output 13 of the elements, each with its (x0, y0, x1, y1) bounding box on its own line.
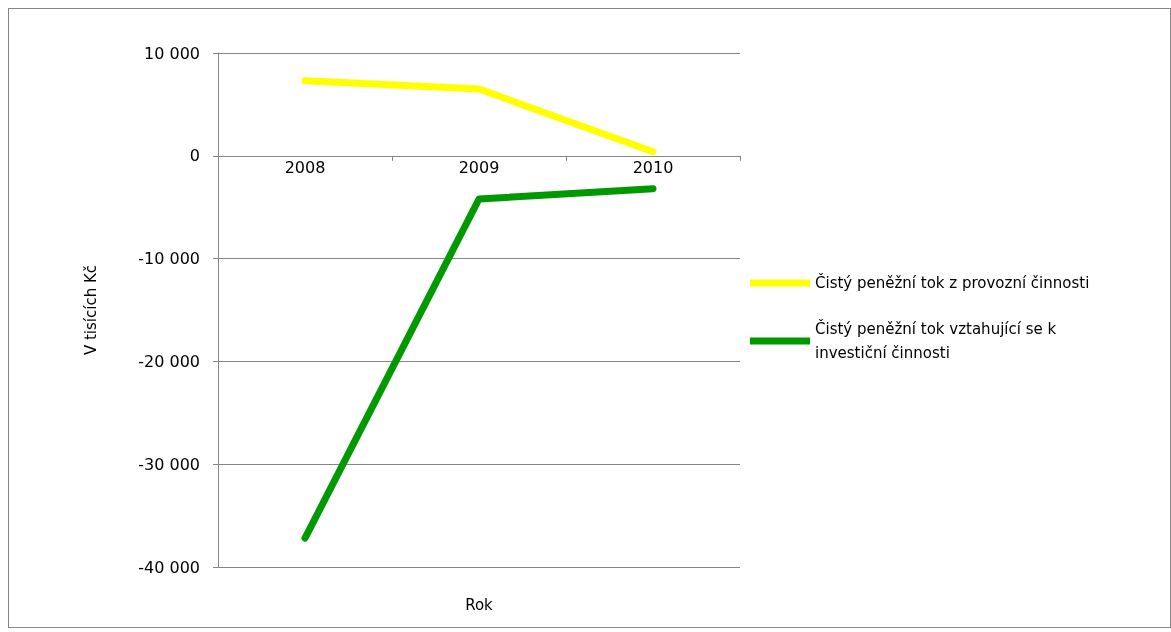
legend-label: Čistý peněžní tok vztahující se k investiční činnosti (815, 319, 1061, 362)
y-tick-label: -40 000 (138, 557, 200, 577)
x-tick-label: 2009 (458, 157, 500, 177)
x-axis-title: Rok (465, 595, 494, 614)
y-tick-label: -30 000 (138, 454, 200, 474)
legend-label: Čistý peněžní tok z provozní činnosti (815, 273, 1090, 292)
x-tick-label: 2008 (284, 157, 326, 177)
y-tick-label: 0 (189, 146, 200, 166)
y-tick-label: -10 000 (138, 249, 200, 269)
y-tick-label: 10 000 (144, 43, 200, 63)
y-axis-title: V tisících Kč (81, 264, 100, 356)
y-tick-label: -20 000 (138, 351, 200, 371)
x-tick-label: 2010 (632, 157, 674, 177)
